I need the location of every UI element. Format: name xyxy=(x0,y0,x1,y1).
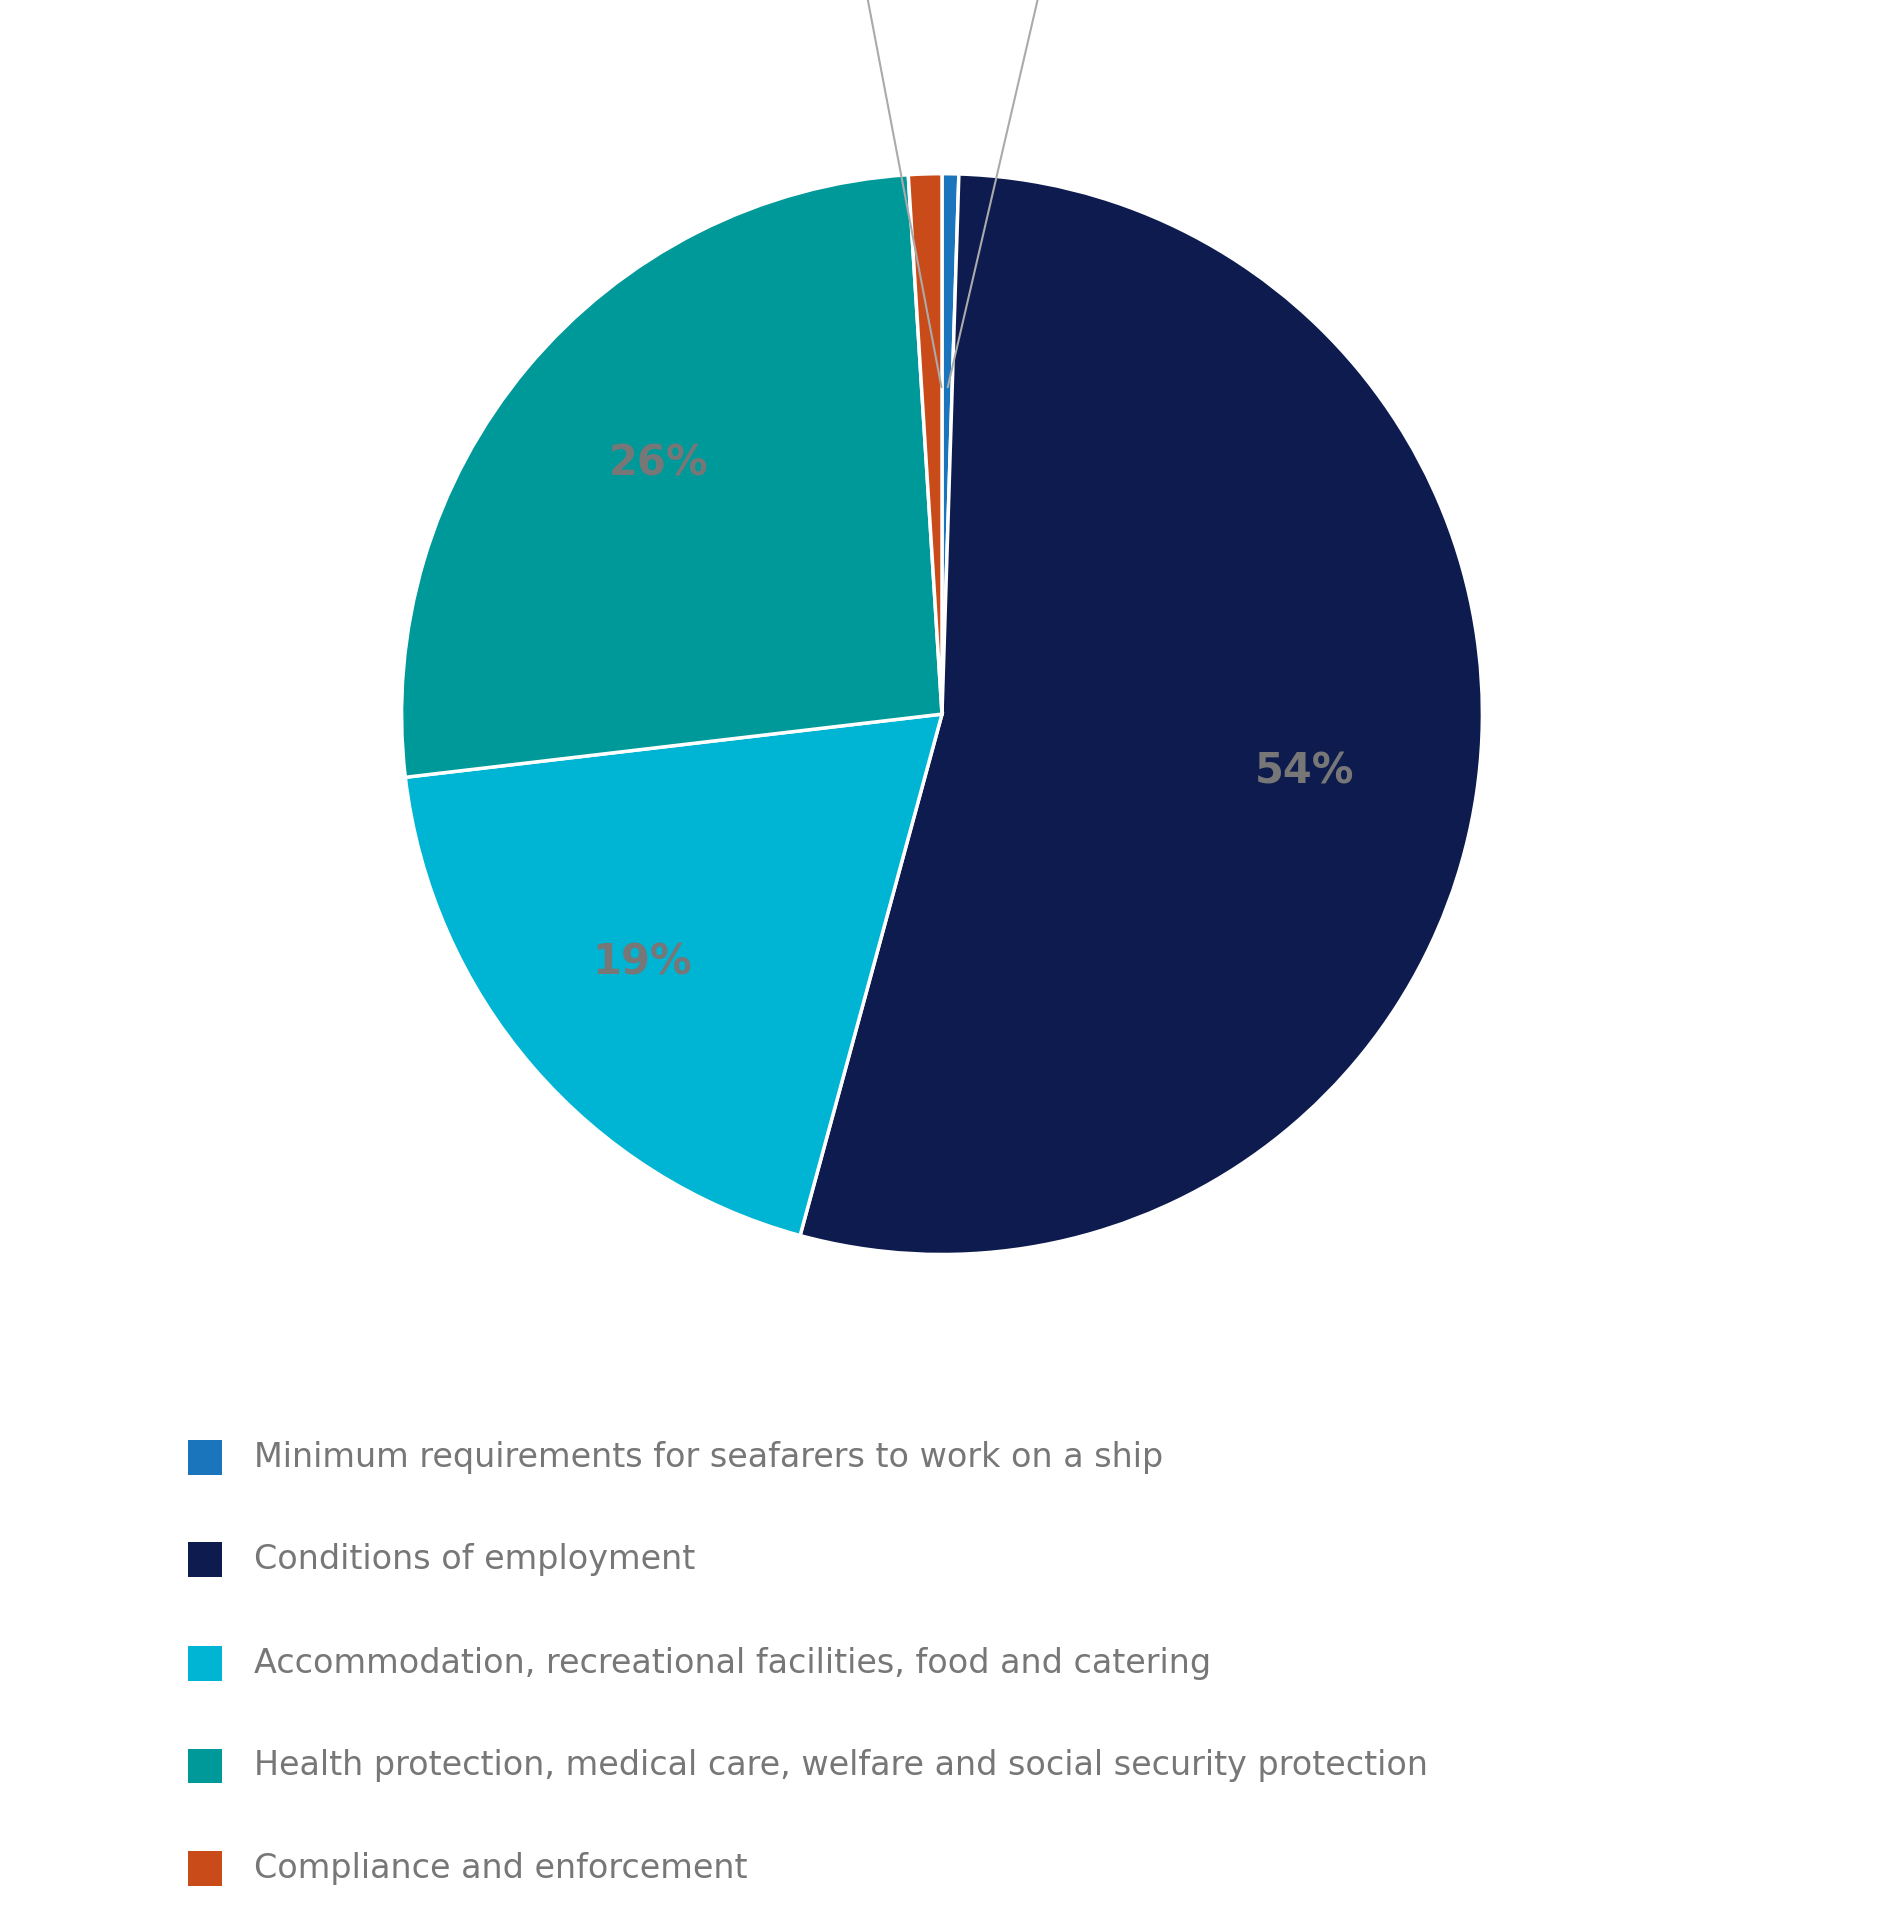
Wedge shape xyxy=(801,174,1483,1255)
Wedge shape xyxy=(942,174,959,714)
Text: 1%: 1% xyxy=(818,0,942,388)
Wedge shape xyxy=(908,174,942,714)
Text: Minimum requirements for seafarers to work on a ship: Minimum requirements for seafarers to wo… xyxy=(254,1440,1164,1475)
Text: Health protection, medical care, welfare and social security protection: Health protection, medical care, welfare… xyxy=(254,1749,1428,1783)
Text: Compliance and enforcement: Compliance and enforcement xyxy=(254,1851,748,1886)
Text: Conditions of employment: Conditions of employment xyxy=(254,1542,695,1577)
Text: 0%: 0% xyxy=(948,0,1089,388)
Wedge shape xyxy=(405,714,942,1235)
Text: 26%: 26% xyxy=(609,444,708,484)
Wedge shape xyxy=(401,176,942,778)
Text: 54%: 54% xyxy=(1255,751,1355,793)
Text: 19%: 19% xyxy=(592,942,691,982)
Text: Accommodation, recreational facilities, food and catering: Accommodation, recreational facilities, … xyxy=(254,1646,1211,1681)
